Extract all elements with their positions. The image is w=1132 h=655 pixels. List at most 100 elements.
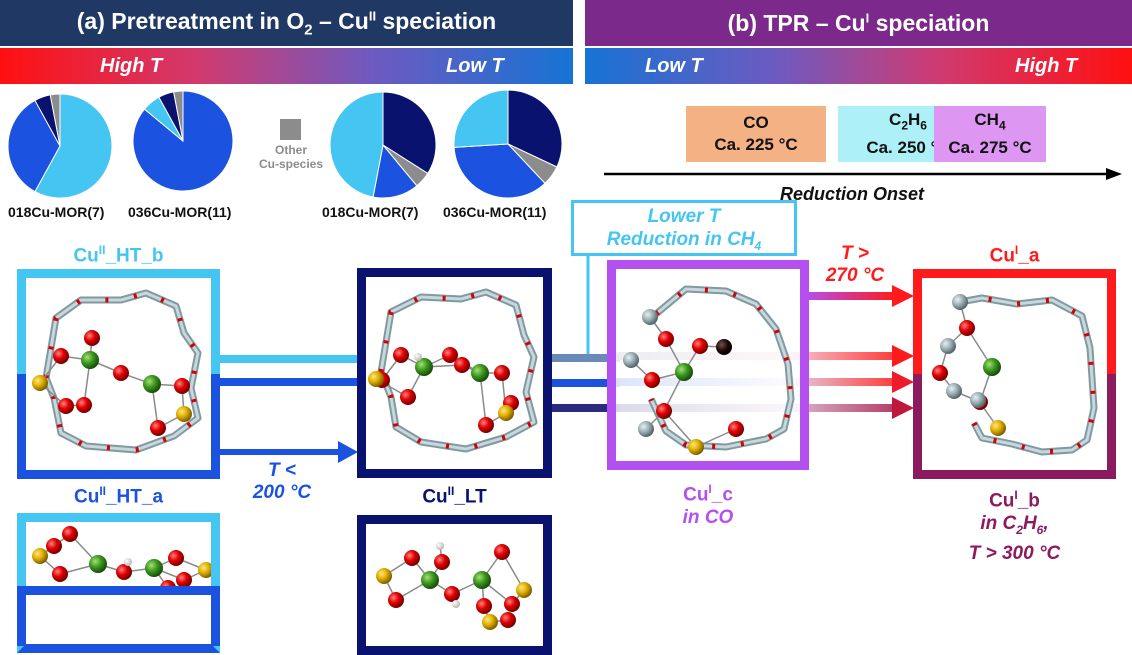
carbon-atom [970, 392, 986, 408]
zeolite-ring [647, 285, 795, 451]
oxygen-atom [494, 544, 510, 560]
label-cu-i-c: CuI_c in CO [682, 482, 734, 529]
oxygen-atom [692, 338, 708, 354]
annotation-t-above-270: T >270 °C [825, 243, 885, 286]
aluminium-atom [516, 582, 532, 598]
other-species-label: Other Cu-species [258, 143, 324, 171]
pie-4-slice-mid [453, 143, 546, 199]
oxygen-atom [444, 586, 460, 602]
pie-4-slice-light [453, 89, 509, 148]
hydrogen-atom [436, 542, 444, 550]
pie-label-2: 036Cu-MOR(11) [128, 204, 232, 220]
copper-atom [81, 351, 99, 369]
oxygen-atom [400, 389, 416, 405]
copper-atom [145, 559, 163, 577]
oxygen-atom [442, 347, 458, 363]
molecule-cu-i-c [623, 285, 795, 455]
oxygen-atom [62, 526, 78, 542]
panel-b-title: (b) TPR – CuI speciation [727, 9, 990, 36]
oxygen-atom [113, 365, 129, 381]
panel-a-title: (a) Pretreatment in O2 – CuII speciation [76, 7, 497, 39]
reduction-onset-label: Reduction Onset [780, 184, 925, 204]
copper-atom [421, 571, 439, 589]
aluminium-atom [688, 439, 704, 455]
low-t-label-b: Low T [645, 55, 703, 77]
oxygen-atom [388, 592, 404, 608]
aluminium-atom [198, 562, 211, 578]
copper-atom [675, 363, 693, 381]
oxygen-atom [176, 572, 192, 586]
carbon-monoxide-carbon-atom [716, 339, 732, 355]
pie-label-1: 018Cu-MOR(7) [8, 204, 105, 220]
aluminium-atom [482, 614, 498, 630]
oxygen-atom [76, 397, 92, 413]
panel-a-header: (a) Pretreatment in O2 – CuII speciation [0, 0, 573, 46]
legend-co-temp: Ca. 225 °C [714, 135, 798, 154]
copper-atom [89, 555, 107, 573]
oxygen-atom [160, 580, 176, 586]
hydrogen-atom [452, 600, 460, 608]
onset-arrow [604, 168, 1122, 180]
molecule-cu-i-a [932, 294, 1098, 456]
lower-t-callout: Lower T Reduction in CH4 [571, 200, 797, 256]
oxygen-atom [168, 550, 184, 566]
legend-co: CO Ca. 225 °C [686, 106, 826, 162]
label-cu-lt: CuII_LT [422, 484, 487, 508]
oxygen-atom [52, 566, 68, 582]
oxygen-atom [932, 365, 948, 381]
high-t-label-a: High T [100, 55, 163, 77]
oxygen-atom [58, 398, 74, 414]
carbon-atom [642, 309, 658, 325]
oxygen-atom [504, 596, 520, 612]
legend-ch4-gas: CH4 [974, 110, 1006, 133]
label-cu-i-a: CuI_a [989, 243, 1040, 267]
high-t-label-b: High T [1015, 55, 1078, 77]
aluminium-atom [990, 420, 1006, 436]
oxygen-atom [500, 612, 516, 628]
oxygen-atom [728, 421, 744, 437]
oxygen-atom [644, 372, 660, 388]
oxygen-atom [174, 378, 190, 394]
oxygen-atom [494, 365, 510, 381]
temperature-gradient-b [585, 48, 1132, 84]
carbon-atom [940, 338, 956, 354]
zeolite-ring [959, 294, 1098, 456]
copper-atom [143, 375, 161, 393]
oxygen-atom [478, 417, 494, 433]
aluminium-atom [368, 371, 384, 387]
oxygen-atom [476, 598, 492, 614]
oxygen-atom [150, 420, 166, 436]
copper-atom [415, 358, 433, 376]
oxygen-atom [959, 320, 975, 336]
copper-atom [471, 364, 489, 382]
oxygen-atom [656, 403, 672, 419]
label-cu-i-b: CuI_b in C2H6, T > 300 °C [968, 488, 1061, 565]
pie-1-slice-light [34, 93, 113, 199]
oxygen-atom [454, 357, 470, 373]
oxygen-atom [393, 347, 409, 363]
copper-atom [473, 571, 491, 589]
pie-4-slice-navy [507, 89, 563, 168]
molecule-cu-lt [368, 288, 538, 453]
oxygen-atom [53, 348, 69, 364]
legend-c2h6-gas: C2H6 [889, 110, 927, 133]
aluminium-atom [376, 568, 392, 584]
hydrogen-atom [124, 558, 132, 566]
oxygen-atom [46, 538, 62, 554]
annotation-t-below-200: T <200 °C [252, 460, 312, 503]
pie-2-slice-other [173, 90, 184, 142]
aluminium-atom [176, 406, 192, 422]
carbon-atom [952, 294, 968, 310]
aluminium-atom [498, 405, 514, 421]
oxygen-atom [116, 564, 132, 580]
pie-label-4: 036Cu-MOR(11) [443, 204, 547, 220]
low-t-label-a: Low T [446, 55, 504, 77]
panel-b-header: (b) TPR – CuI speciation [585, 0, 1132, 46]
carbon-atom [638, 421, 654, 437]
copper-atom [983, 358, 1001, 376]
legend-ch4: CH4 Ca. 275 °C [934, 106, 1046, 162]
pie-1-slice-other [49, 93, 61, 147]
carbon-atom [623, 352, 639, 368]
other-species-swatch [280, 119, 301, 140]
pie-3-slice-light [329, 91, 384, 198]
